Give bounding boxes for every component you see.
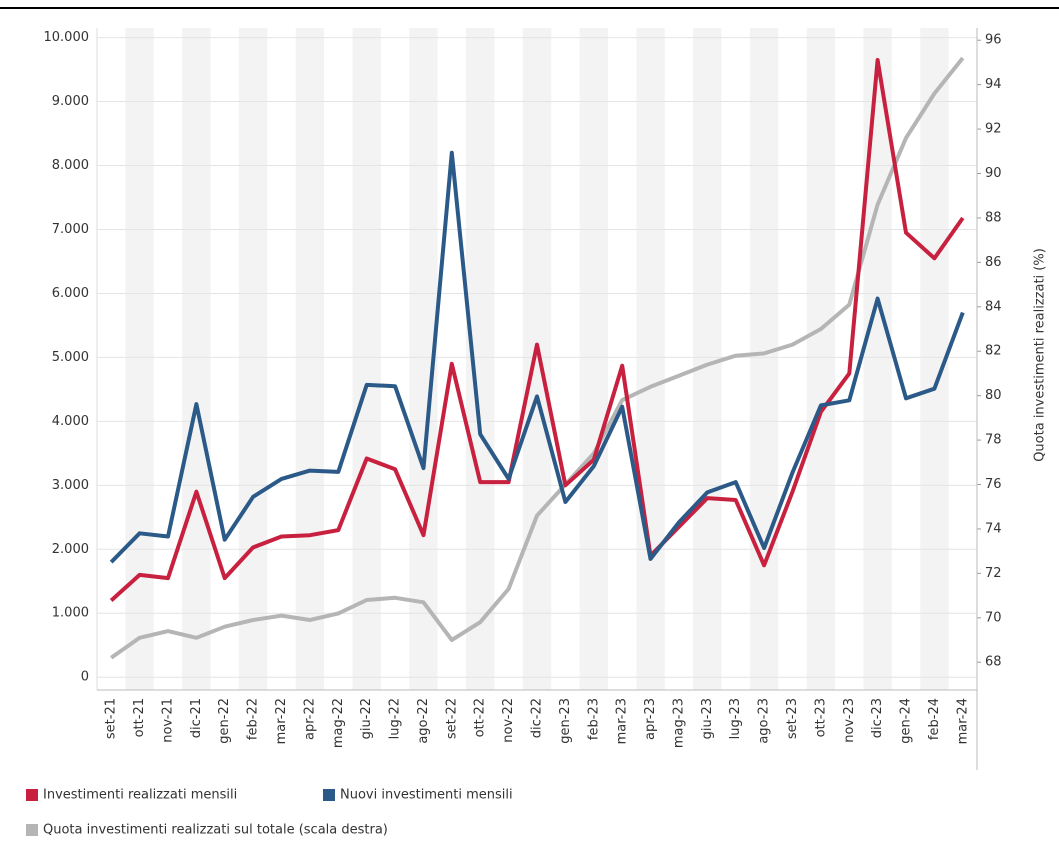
x-tick-label: set-22 (444, 698, 459, 739)
column-band (636, 28, 665, 690)
y2-tick-label: 68 (985, 655, 1002, 670)
y-tick-label: 10.000 (44, 30, 90, 45)
y2-tick-label: 70 (985, 610, 1002, 625)
column-band (125, 28, 154, 690)
x-tick-label: dic-22 (530, 698, 545, 738)
column-band (693, 28, 722, 690)
y-tick-label: 0 (81, 670, 89, 685)
series-line (109, 150, 965, 564)
x-tick-label: feb-24 (927, 698, 942, 740)
x-tick-label: ago-23 (757, 698, 772, 744)
x-tick-label: gen-24 (899, 698, 914, 744)
x-tick-label: nov-23 (842, 698, 857, 743)
column-band (466, 28, 495, 690)
column-band (238, 28, 268, 690)
x-tick-label: giu-22 (359, 698, 374, 739)
y-tick-label: 3.000 (52, 478, 89, 493)
y2-tick-label: 90 (985, 166, 1002, 181)
y2-tick-label: 86 (985, 255, 1002, 270)
x-tick-label: ott-21 (132, 698, 147, 737)
x-tick-label: feb-23 (586, 698, 601, 740)
column-band (182, 28, 211, 690)
legend-swatch (26, 824, 38, 836)
y-tick-label: 2.000 (52, 542, 89, 557)
x-tick-label: dic-21 (189, 698, 204, 738)
y2-tick-label: 80 (985, 388, 1002, 403)
x-tick-label: set-21 (104, 698, 119, 739)
y2-tick-label: 96 (985, 33, 1002, 48)
x-tick-label: ott-23 (813, 698, 828, 737)
x-tick-label: nov-21 (160, 698, 175, 743)
x-tick-label: ott-22 (473, 698, 488, 737)
x-tick-label: nov-22 (501, 698, 516, 743)
y-tick-label: 7.000 (52, 222, 89, 237)
x-tick-label: ago-22 (416, 698, 431, 744)
y-tick-label: 1.000 (52, 606, 89, 621)
legend-label: Quota investimenti realizzati sul totale… (43, 823, 388, 838)
y2-tick-label: 84 (985, 299, 1002, 314)
legend-label: Nuovi investimenti mensili (340, 788, 513, 803)
y2-tick-label: 82 (985, 344, 1002, 359)
x-tick-label: dic-23 (870, 698, 885, 738)
x-tick-label: mar-24 (955, 698, 970, 744)
x-tick-label: lug-23 (728, 698, 743, 739)
x-tick-label: mar-23 (615, 698, 630, 744)
y2-tick-label: 76 (985, 477, 1002, 492)
y2-axis-label: Quota investimenti realizzati (%) (1033, 248, 1048, 462)
legend-label: Investimenti realizzati mensili (43, 788, 237, 803)
y2-tick-label: 74 (985, 521, 1002, 536)
y2-tick-label: 88 (985, 210, 1002, 225)
x-tick-label: feb-22 (246, 698, 261, 740)
series-line (110, 56, 965, 660)
y2-tick-label: 72 (985, 566, 1002, 581)
y2-tick-label: 94 (985, 77, 1002, 92)
column-band (863, 28, 892, 690)
x-tick-label: apr-22 (302, 698, 317, 740)
column-band (295, 28, 325, 690)
legend-swatch (26, 789, 38, 801)
y-tick-label: 5.000 (52, 350, 89, 365)
column-band (579, 28, 608, 690)
legend-swatch (323, 789, 335, 801)
y-tick-label: 8.000 (52, 158, 89, 173)
y-tick-label: 6.000 (52, 286, 89, 301)
series-line (109, 58, 965, 602)
column-band (749, 28, 779, 690)
column-band (352, 28, 381, 690)
y2-tick-label: 78 (985, 433, 1002, 448)
x-tick-label: mag-22 (331, 698, 346, 748)
x-tick-label: mag-23 (671, 698, 686, 748)
y-tick-label: 4.000 (52, 414, 89, 429)
x-tick-label: gen-22 (217, 698, 232, 744)
x-tick-label: lug-22 (388, 698, 403, 739)
x-tick-label: mar-22 (274, 698, 289, 744)
column-band (522, 28, 552, 690)
x-tick-label: giu-23 (700, 698, 715, 739)
x-tick-label: gen-23 (558, 698, 573, 744)
x-tick-label: apr-23 (643, 698, 658, 740)
x-tick-label: set-23 (785, 698, 800, 739)
column-band (806, 28, 836, 690)
y2-tick-label: 92 (985, 122, 1002, 137)
y-tick-label: 9.000 (52, 94, 89, 109)
